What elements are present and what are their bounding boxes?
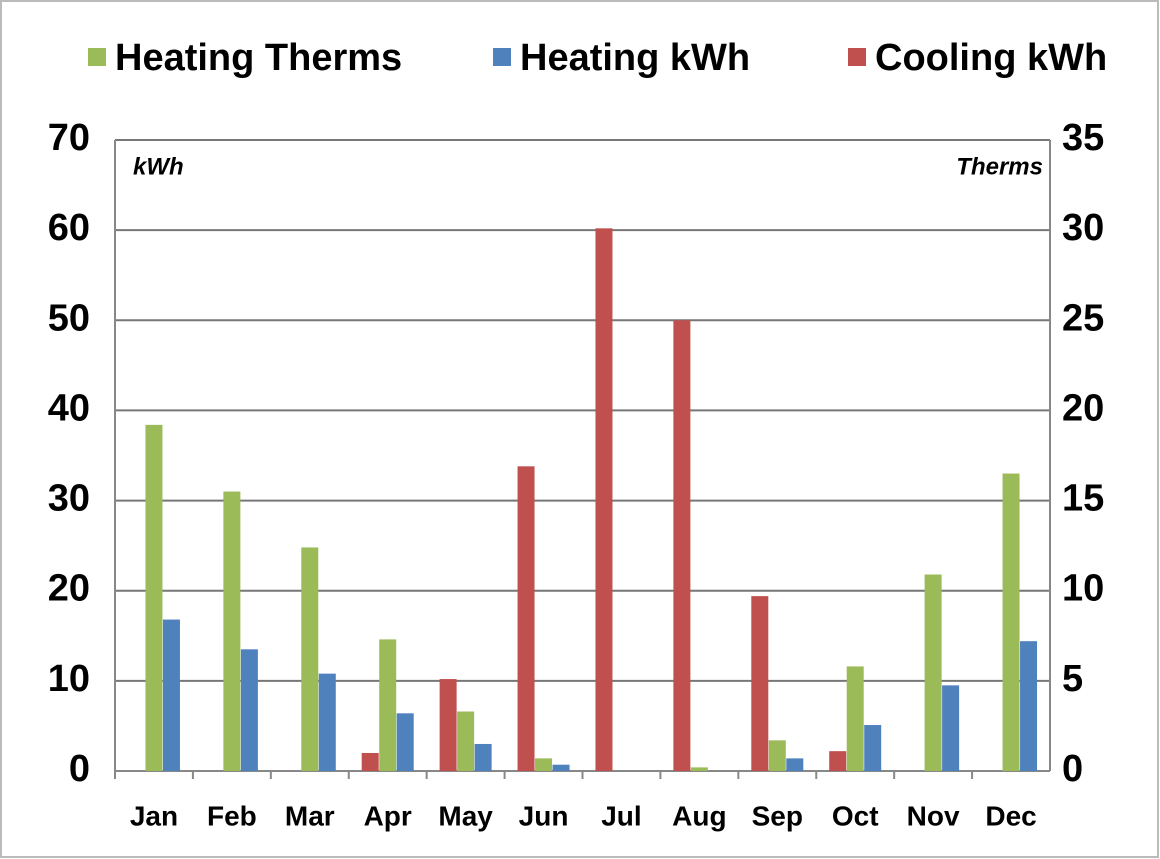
y-tick-label: 60 (48, 207, 90, 249)
y2-tick-label: 25 (1062, 297, 1104, 339)
x-tick-label: Feb (207, 800, 257, 831)
bar (361, 752, 379, 771)
bar (535, 758, 553, 771)
bar (396, 713, 414, 771)
y2-tick-label: 5 (1062, 658, 1083, 700)
y-tick-label: 10 (48, 658, 90, 700)
x-tick-label: Jun (519, 800, 569, 831)
bar (552, 764, 570, 771)
y-tick-label: 70 (48, 117, 90, 159)
bar (768, 740, 786, 771)
bar (595, 228, 613, 772)
bar (673, 320, 691, 771)
y2-tick-label: 10 (1062, 568, 1104, 610)
y2-tick-label: 20 (1062, 387, 1104, 429)
x-tick-label: Jul (601, 800, 641, 831)
x-tick-label: Sep (752, 800, 803, 831)
y-tick-label: 20 (48, 568, 90, 610)
y2-tick-label: 15 (1062, 478, 1104, 520)
x-tick-label: May (438, 800, 493, 831)
x-tick-label: Mar (285, 800, 335, 831)
bar (864, 725, 882, 771)
y2-axis-label: Therms (956, 153, 1043, 180)
bar (474, 743, 492, 771)
bar (457, 711, 475, 771)
y-tick-label: 40 (48, 387, 90, 429)
bar (162, 619, 180, 771)
x-tick-label: Aug (672, 800, 726, 831)
bar (318, 673, 336, 771)
bar (751, 596, 769, 771)
bar (517, 466, 535, 771)
legend-label: Heating Therms (115, 37, 402, 79)
bar (379, 639, 397, 771)
y-tick-label: 0 (69, 748, 90, 790)
legend-swatch (493, 48, 511, 66)
y2-tick-label: 0 (1062, 748, 1083, 790)
x-tick-label: Oct (832, 800, 879, 831)
y2-tick-label: 35 (1062, 117, 1104, 159)
bar (829, 751, 847, 771)
bar (301, 547, 319, 771)
y2-tick-label: 30 (1062, 207, 1104, 249)
bar (942, 685, 960, 771)
legend-swatch (88, 48, 106, 66)
y-tick-label: 50 (48, 297, 90, 339)
legend-label: Cooling kWh (875, 37, 1107, 79)
legend-swatch (848, 48, 866, 66)
bar (846, 666, 864, 771)
x-tick-label: Nov (907, 800, 960, 831)
legend-label: Heating kWh (520, 37, 750, 79)
x-tick-label: Jan (130, 800, 178, 831)
x-tick-label: Apr (364, 800, 412, 831)
bar (240, 649, 258, 771)
bar (924, 574, 942, 771)
y-tick-label: 30 (48, 478, 90, 520)
y-axis-label: kWh (133, 153, 184, 180)
bar (690, 767, 708, 771)
x-tick-label: Dec (985, 800, 1036, 831)
bar (786, 758, 804, 771)
bar (1002, 473, 1020, 771)
bar (145, 424, 163, 771)
bar (439, 679, 457, 771)
bar (1020, 641, 1038, 771)
bar (223, 491, 241, 771)
